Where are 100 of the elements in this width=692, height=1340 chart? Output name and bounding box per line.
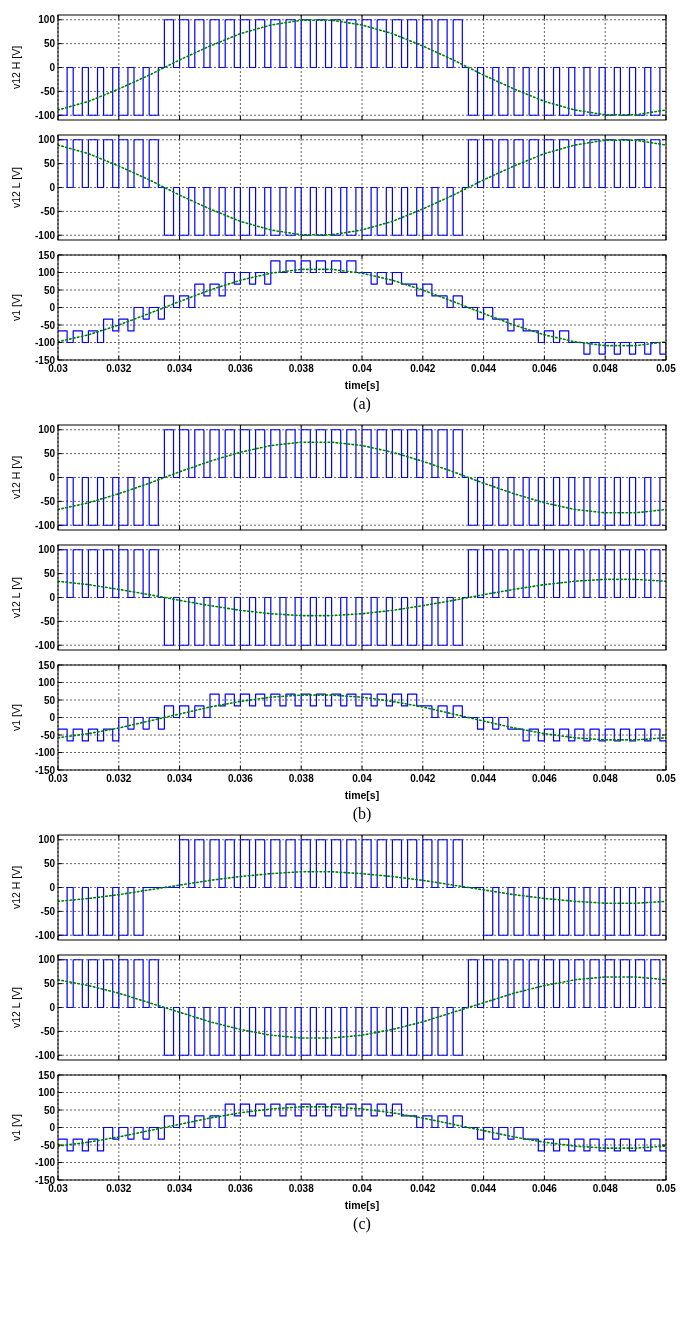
- x-tick-label: 0.044: [471, 773, 497, 784]
- y-tick-label: -100: [34, 929, 56, 941]
- x-tick-label: 0.042: [410, 363, 436, 374]
- y-tick-label: 0: [49, 62, 56, 73]
- x-tick-label: 0.03: [48, 1183, 69, 1194]
- x-tick-label: 0.034: [167, 773, 193, 784]
- x-tick-label: 0.048: [592, 363, 619, 374]
- y-axis-title: v1 [V]: [10, 704, 22, 731]
- x-tick-label: 0.042: [410, 773, 436, 784]
- y-tick-label: 50: [43, 978, 56, 990]
- line-series: [58, 268, 666, 347]
- x-tick-label: 0.05: [656, 363, 677, 374]
- y-tick-label: 150: [38, 659, 56, 671]
- y-axis-title: v1 [V]: [10, 1114, 22, 1141]
- y-tick-label: -50: [40, 495, 56, 507]
- x-tick-label: 0.048: [592, 1183, 619, 1194]
- y-tick-label: 0: [49, 882, 56, 893]
- y-tick-label: 50: [43, 158, 56, 170]
- text: (b): [352, 805, 372, 823]
- y-tick-label: 0: [49, 472, 56, 483]
- x-tick-label: 0.044: [471, 1183, 497, 1194]
- x-tick-label: 0.046: [531, 1183, 558, 1194]
- x-tick-label: 0.04: [352, 773, 373, 784]
- x-tick-label: 0.038: [288, 1183, 315, 1194]
- y-axis-title: v12 H [V]: [10, 455, 22, 500]
- x-tick-label: 0.048: [592, 773, 619, 784]
- text: (c): [353, 1215, 371, 1233]
- y-tick-label: -100: [34, 747, 56, 758]
- x-tick-label: 0.032: [106, 1183, 132, 1194]
- x-tick-label: 0.038: [288, 363, 315, 374]
- y-tick-label: 50: [43, 38, 56, 50]
- y-tick-label: -100: [34, 337, 56, 348]
- x-tick-label: 0.036: [227, 1183, 254, 1194]
- x-axis-title: time[s]: [344, 379, 380, 391]
- x-tick-label: 0.04: [352, 1183, 373, 1194]
- y-tick-label: -50: [40, 1025, 56, 1037]
- y-tick-label: 50: [43, 284, 56, 296]
- x-tick-label: 0.032: [106, 363, 132, 374]
- y-tick-label: 100: [38, 1087, 56, 1098]
- y-tick-label: 100: [38, 954, 56, 966]
- y-tick-label: 100: [38, 834, 56, 846]
- y-axis-title: v12 L [V]: [10, 576, 22, 619]
- x-tick-label: 0.042: [410, 1183, 436, 1194]
- x-axis-title: time[s]: [344, 1199, 380, 1211]
- y-tick-label: -100: [34, 1049, 56, 1061]
- x-tick-label: 0.038: [288, 773, 315, 784]
- y-tick-label: 100: [38, 134, 56, 146]
- y-tick-label: -150: [34, 764, 56, 776]
- y-tick-label: -100: [34, 1157, 56, 1168]
- x-tick-label: 0.046: [531, 773, 558, 784]
- x-tick-label: 0.044: [471, 363, 497, 374]
- y-axis-title: v12 L [V]: [10, 986, 22, 1029]
- x-tick-label: 0.036: [227, 363, 254, 374]
- y-tick-label: 100: [38, 267, 56, 278]
- x-tick-label: 0.03: [48, 363, 69, 374]
- y-tick-label: -50: [40, 85, 56, 97]
- y-tick-label: -50: [40, 905, 56, 917]
- y-tick-label: 50: [43, 448, 56, 460]
- y-axis-title: v12 H [V]: [10, 865, 22, 910]
- y-tick-label: 0: [49, 712, 56, 723]
- y-tick-label: -50: [40, 615, 56, 627]
- x-tick-label: 0.05: [656, 773, 677, 784]
- y-tick-label: -50: [40, 319, 56, 331]
- x-tick-label: 0.05: [656, 1183, 677, 1194]
- line-series: [58, 870, 666, 905]
- x-tick-label: 0.04: [352, 363, 373, 374]
- y-axis-title: v12 L [V]: [10, 166, 22, 209]
- y-tick-label: -100: [34, 229, 56, 241]
- y-axis-title: v1 [V]: [10, 294, 22, 321]
- y-axis-title: v12 H [V]: [10, 45, 22, 90]
- y-tick-label: 0: [49, 1002, 56, 1013]
- y-tick-label: -100: [34, 519, 56, 531]
- x-axis-title: time[s]: [344, 789, 380, 801]
- line-series: [58, 578, 666, 617]
- y-tick-label: 50: [43, 568, 56, 580]
- y-tick-label: -150: [34, 354, 56, 366]
- y-tick-label: 150: [38, 249, 56, 261]
- y-tick-label: 50: [43, 694, 56, 706]
- y-tick-label: 0: [49, 182, 56, 193]
- x-tick-label: 0.03: [48, 773, 69, 784]
- text: (a): [353, 395, 371, 413]
- y-tick-label: -50: [40, 729, 56, 741]
- y-tick-label: 100: [38, 14, 56, 26]
- y-tick-label: 100: [38, 677, 56, 688]
- y-tick-label: -100: [34, 109, 56, 121]
- y-tick-label: 150: [38, 1069, 56, 1081]
- y-tick-label: 0: [49, 302, 56, 313]
- y-tick-label: 100: [38, 544, 56, 556]
- y-tick-label: 50: [43, 858, 56, 870]
- y-tick-label: -50: [40, 205, 56, 217]
- line-series: [58, 441, 666, 514]
- x-tick-label: 0.046: [531, 363, 558, 374]
- y-tick-label: 100: [38, 424, 56, 436]
- x-tick-label: 0.036: [227, 773, 254, 784]
- line-series: [58, 976, 666, 1039]
- y-tick-label: 50: [43, 1104, 56, 1116]
- x-tick-label: 0.032: [106, 773, 132, 784]
- y-tick-label: -150: [34, 1174, 56, 1186]
- y-tick-label: 0: [49, 592, 56, 603]
- y-tick-label: 0: [49, 1122, 56, 1133]
